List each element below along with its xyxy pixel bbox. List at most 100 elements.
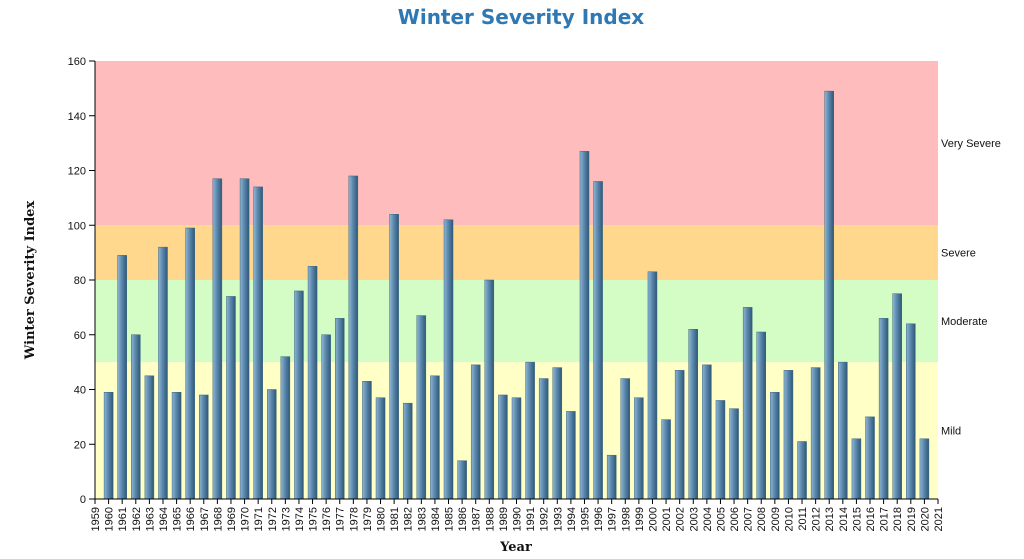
x-tick-label-1996: 1996 — [593, 507, 605, 531]
band-labels: Mild Moderate Severe Very Severe — [941, 138, 1001, 437]
y-tick-label-5: 100 — [68, 220, 86, 232]
bar-2004 — [702, 364, 712, 500]
bar-1983 — [416, 315, 427, 500]
band-2 — [95, 225, 938, 280]
x-tick-label-2013: 2013 — [824, 507, 836, 531]
severity-bands — [95, 61, 938, 499]
x-tick-label-1986: 1986 — [457, 507, 469, 531]
bar-2001 — [661, 419, 671, 500]
bar-2007 — [742, 307, 753, 500]
bar-2014 — [838, 361, 848, 500]
y-tick-label-7: 140 — [68, 111, 86, 123]
bar-2012 — [810, 367, 821, 500]
band-label-3: Very Severe — [941, 138, 1001, 150]
x-tick-label-1974: 1974 — [294, 507, 306, 531]
bar-1993 — [552, 367, 563, 500]
bar-1976 — [321, 334, 331, 500]
bars — [103, 90, 930, 500]
x-tick-label-1978: 1978 — [348, 507, 360, 531]
bar-1964 — [158, 246, 168, 500]
x-tick-label-1991: 1991 — [525, 507, 537, 531]
x-tick-label-1987: 1987 — [471, 507, 483, 531]
bar-1979 — [362, 381, 372, 500]
x-tick-label-1989: 1989 — [498, 507, 510, 531]
x-tick-label-1961: 1961 — [117, 507, 129, 531]
x-tick-label-1985: 1985 — [444, 507, 456, 531]
band-label-2: Severe — [941, 248, 976, 260]
x-tick-label-1993: 1993 — [552, 507, 564, 531]
x-tick-label-2012: 2012 — [811, 507, 823, 531]
x-tick-label-1970: 1970 — [240, 507, 252, 531]
x-tick-label-2014: 2014 — [838, 507, 850, 531]
x-tick-label-2001: 2001 — [661, 507, 673, 531]
x-tick-label-2018: 2018 — [892, 507, 904, 531]
bar-1966 — [185, 227, 195, 500]
x-tick-label-2002: 2002 — [675, 507, 687, 531]
bar-1973 — [280, 356, 291, 500]
x-tick-label-1990: 1990 — [512, 507, 524, 531]
bar-2016 — [865, 416, 875, 500]
bar-2008 — [756, 331, 766, 500]
bar-2003 — [688, 329, 699, 500]
bar-1989 — [498, 394, 508, 500]
x-tick-label-1997: 1997 — [607, 507, 619, 531]
bar-1971 — [253, 186, 263, 500]
band-label-1: Moderate — [941, 316, 987, 328]
bar-1961 — [117, 255, 127, 500]
x-tick-label-1959: 1959 — [90, 507, 102, 531]
bar-1982 — [402, 402, 413, 500]
x-tick-label-2008: 2008 — [756, 507, 768, 531]
bar-1972 — [267, 389, 277, 500]
x-tick-label-2020: 2020 — [919, 507, 931, 531]
x-tick-label-1963: 1963 — [144, 507, 156, 531]
x-tick-label-1977: 1977 — [335, 507, 347, 531]
bar-2009 — [770, 391, 780, 500]
x-axis-label: Year — [499, 540, 532, 555]
bar-2018 — [892, 293, 902, 500]
x-tick-label-2000: 2000 — [647, 507, 659, 531]
x-tick-label-2017: 2017 — [879, 507, 891, 531]
x-tick-label-2011: 2011 — [797, 507, 809, 531]
x-tick-label-2021: 2021 — [933, 507, 945, 531]
bar-1977 — [334, 318, 345, 500]
y-tick-label-1: 20 — [74, 439, 86, 451]
x-tick-label-2004: 2004 — [702, 507, 714, 531]
x-tick-label-2015: 2015 — [851, 507, 863, 531]
bar-1990 — [511, 397, 522, 500]
x-tick-label-2009: 2009 — [770, 507, 782, 531]
bar-2002 — [674, 370, 685, 500]
x-tick-label-2016: 2016 — [865, 507, 877, 531]
y-tick-label-8: 160 — [68, 56, 86, 68]
x-tick-label-1965: 1965 — [172, 507, 184, 531]
x-tick-label-1979: 1979 — [362, 507, 374, 531]
bar-1963 — [144, 375, 155, 500]
y-tick-label-0: 0 — [80, 494, 86, 506]
bar-2019 — [906, 323, 916, 500]
x-tick-label-1982: 1982 — [403, 507, 415, 531]
x-tick-label-1999: 1999 — [634, 507, 646, 531]
x-tick-label-1983: 1983 — [416, 507, 428, 531]
x-tick-label-2006: 2006 — [729, 507, 741, 531]
x-tick-label-1966: 1966 — [185, 507, 197, 531]
bar-1984 — [430, 375, 440, 500]
y-tick-label-6: 120 — [68, 166, 86, 178]
bar-2006 — [729, 408, 739, 500]
bar-1978 — [348, 175, 359, 500]
bar-2013 — [824, 90, 834, 500]
bar-1994 — [566, 411, 576, 500]
bar-1980 — [375, 397, 386, 500]
x-tick-label-1973: 1973 — [280, 507, 292, 531]
x-tick-label-2007: 2007 — [743, 507, 755, 531]
x-tick-label-1962: 1962 — [131, 507, 143, 531]
bar-1996 — [593, 181, 603, 500]
x-tick-label-1984: 1984 — [430, 507, 442, 531]
bar-2011 — [797, 441, 807, 500]
x-tick-label-1988: 1988 — [484, 507, 496, 531]
bar-1960 — [103, 391, 114, 500]
x-tick-label-2003: 2003 — [688, 507, 700, 531]
x-tick-label-1976: 1976 — [321, 507, 333, 531]
bar-2020 — [919, 438, 930, 500]
y-tick-label-3: 60 — [74, 330, 86, 342]
bar-1970 — [239, 178, 250, 500]
